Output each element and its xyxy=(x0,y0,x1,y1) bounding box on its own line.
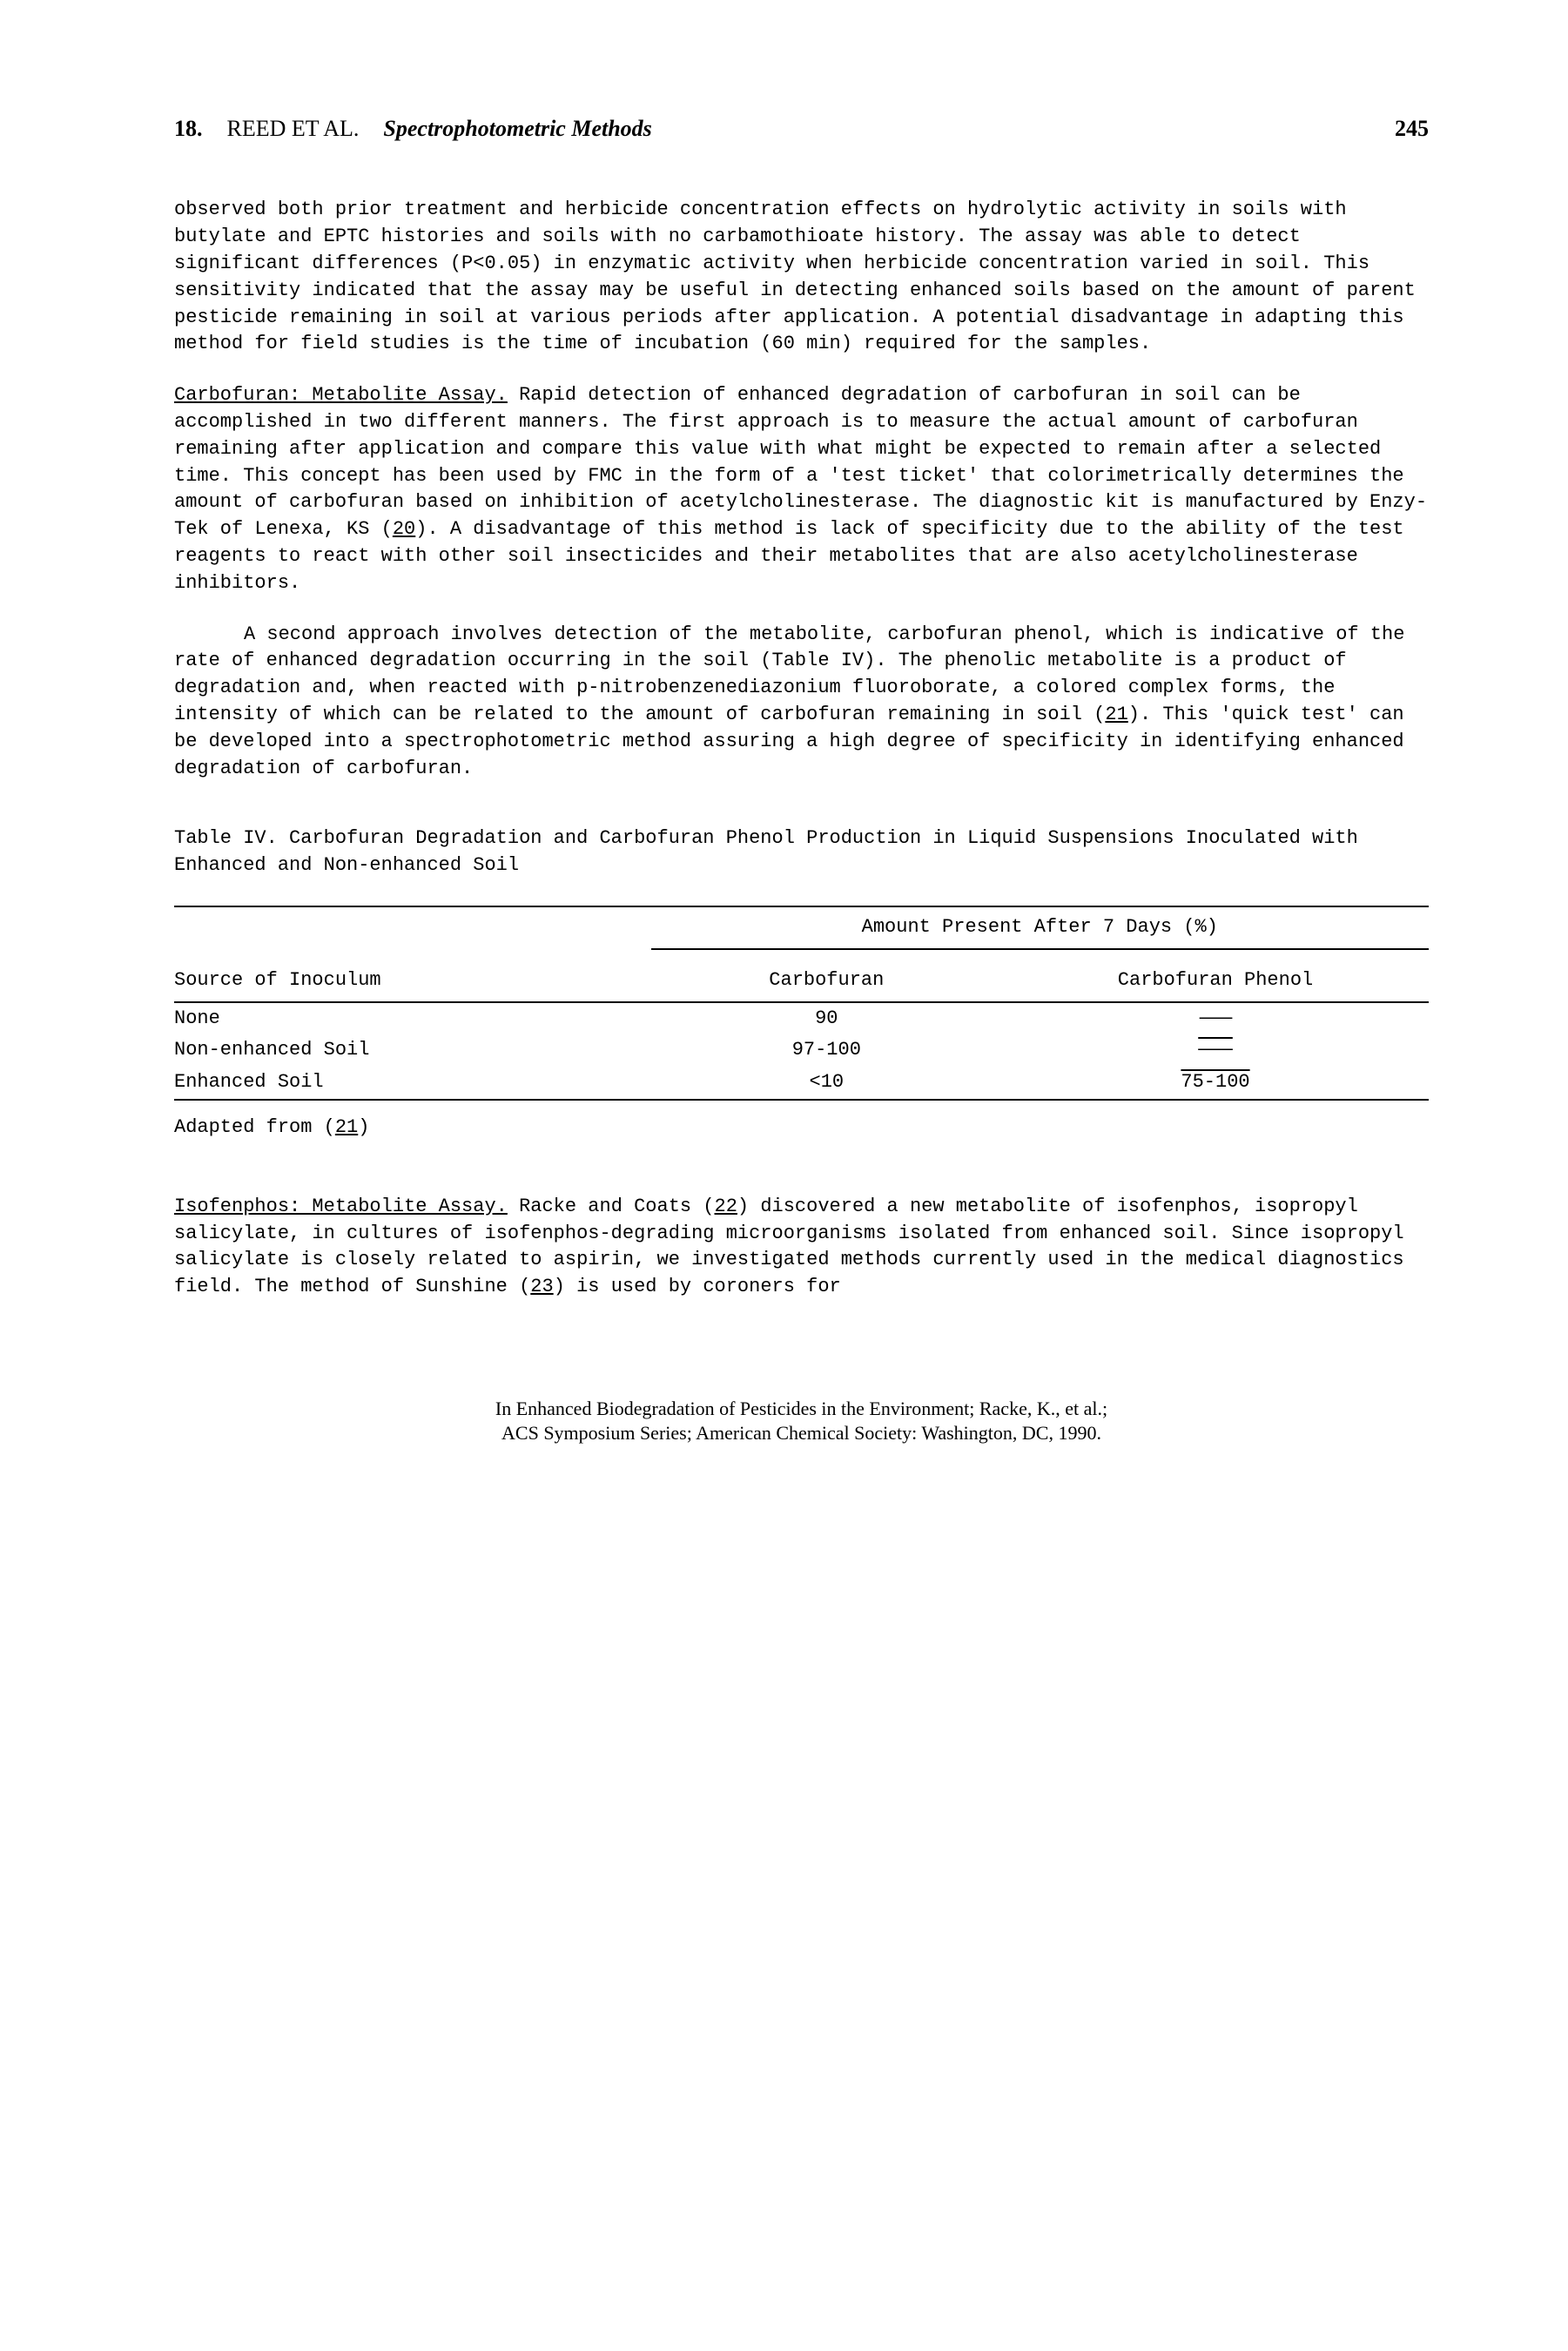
para-4-c: ) is used by coroners for xyxy=(554,1276,841,1297)
table-row: Enhanced Soil <10 75-100 xyxy=(174,1067,1429,1100)
para-1-text: observed both prior treatment and herbic… xyxy=(174,199,1416,354)
table-row: Non-enhanced Soil 97-100 ——— xyxy=(174,1034,1429,1067)
bottom-citation: In Enhanced Biodegradation of Pesticides… xyxy=(174,1397,1429,1446)
phenol-value: 75-100 xyxy=(1181,1071,1249,1093)
degradation-table: Amount Present After 7 Days (%) Source o… xyxy=(174,906,1429,1106)
page-header: 18. REED ET AL. Spectrophotometric Methods… xyxy=(174,113,1429,145)
cell-source: Enhanced Soil xyxy=(174,1067,651,1100)
cell-source: None xyxy=(174,1003,651,1035)
cell-phenol: ——— xyxy=(1002,1034,1429,1067)
page-number: 245 xyxy=(1395,113,1429,145)
carbofuran-heading: Carbofuran: Metabolite Assay. xyxy=(174,384,508,406)
table-row: None 90 ——— xyxy=(174,1003,1429,1035)
col3-header: Carbofuran Phenol xyxy=(1002,950,1429,1002)
authors: REED ET AL. xyxy=(227,116,360,141)
cell-carbofuran: 90 xyxy=(651,1003,1002,1035)
group-header-cell: Amount Present After 7 Days (%) xyxy=(651,907,1429,948)
table-group-header: Amount Present After 7 Days (%) xyxy=(174,907,1429,948)
paragraph-1: observed both prior treatment and herbic… xyxy=(174,197,1429,358)
cell-carbofuran: 97-100 xyxy=(651,1034,1002,1067)
table-subheader: Source of Inoculum Carbofuran Carbofuran… xyxy=(174,950,1429,1002)
table-footer-ref: 21 xyxy=(335,1116,358,1138)
header-title: Spectrophotometric Methods xyxy=(383,116,651,141)
dash-value: ——— xyxy=(1198,1039,1233,1061)
table-caption: Table IV. Carbofuran Degradation and Car… xyxy=(174,825,1429,879)
citation-line-2: ACS Symposium Series; American Chemical … xyxy=(174,1421,1429,1446)
table-footer-b: ) xyxy=(358,1116,369,1138)
dash-value: ——— xyxy=(1200,1007,1232,1029)
table-caption-text: Table IV. Carbofuran Degradation and Car… xyxy=(174,827,1358,876)
group-header-text: Amount Present After 7 Days (%) xyxy=(862,916,1218,938)
table-iv: Amount Present After 7 Days (%) Source o… xyxy=(174,906,1429,1106)
para-4-a: Racke and Coats ( xyxy=(508,1196,715,1217)
ref-23: 23 xyxy=(530,1276,553,1297)
ref-20: 20 xyxy=(393,518,415,540)
col2-header: Carbofuran xyxy=(651,950,1002,1002)
table-footer: Adapted from (21) xyxy=(174,1115,1429,1142)
table-footer-a: Adapted from ( xyxy=(174,1116,335,1138)
header-left: 18. REED ET AL. Spectrophotometric Methods xyxy=(174,113,652,145)
cell-carbofuran: <10 xyxy=(651,1067,1002,1100)
paragraph-3: A second approach involves detection of … xyxy=(174,622,1429,783)
isofenphos-heading: Isofenphos: Metabolite Assay. xyxy=(174,1196,508,1217)
ref-21: 21 xyxy=(1105,704,1127,725)
citation-line-1: In Enhanced Biodegradation of Pesticides… xyxy=(174,1397,1429,1422)
cell-source: Non-enhanced Soil xyxy=(174,1034,651,1067)
col1-header: Source of Inoculum xyxy=(174,950,651,1002)
cell-phenol: ——— xyxy=(1002,1003,1429,1035)
paragraph-2: Carbofuran: Metabolite Assay. Rapid dete… xyxy=(174,382,1429,596)
cell-phenol: 75-100 xyxy=(1002,1067,1429,1100)
ref-22: 22 xyxy=(715,1196,737,1217)
para-2-body-a: Rapid detection of enhanced degradation … xyxy=(174,384,1427,540)
paragraph-4: Isofenphos: Metabolite Assay. Racke and … xyxy=(174,1194,1429,1301)
chapter-number: 18. xyxy=(174,116,203,141)
